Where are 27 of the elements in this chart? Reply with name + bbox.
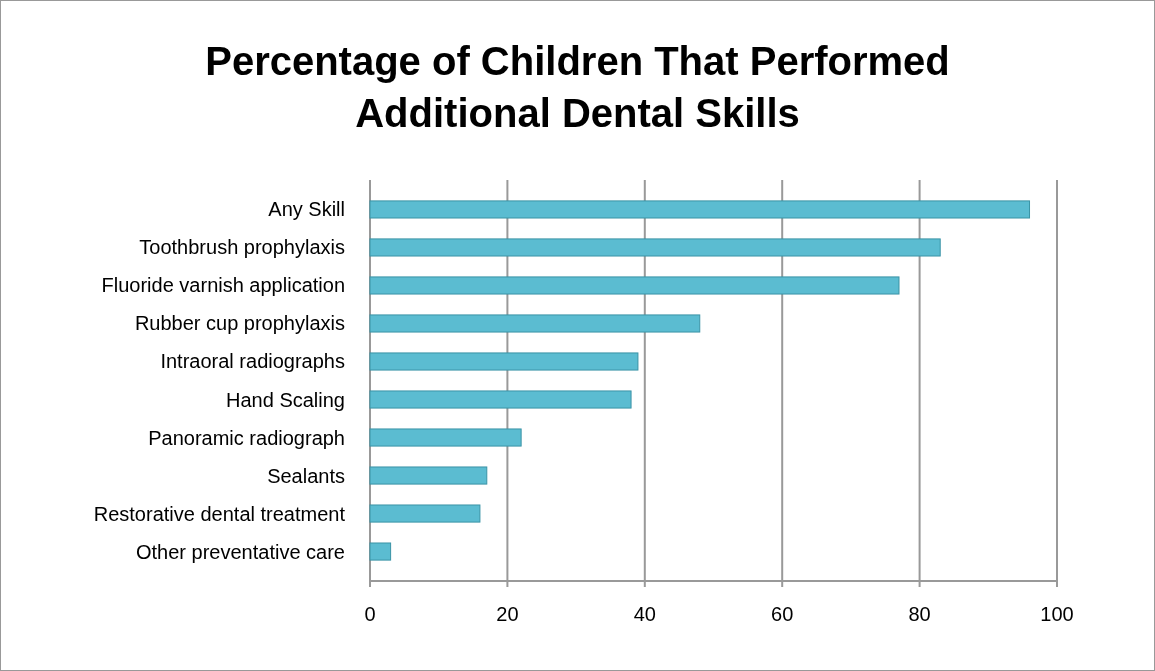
bar	[369, 466, 488, 485]
x-tick-label: 100	[1040, 603, 1074, 625]
y-tick-label: Intraoral radiographs	[160, 350, 345, 373]
bar	[369, 200, 1031, 219]
bar	[369, 428, 522, 447]
y-tick-label: Panoramic radiograph	[148, 426, 345, 449]
x-tick-label: 80	[908, 603, 931, 625]
x-tick-label: 20	[496, 603, 519, 625]
y-tick-label: Hand Scaling	[226, 388, 345, 411]
chart-title: Percentage of Children That Performed Additional Dental Skills	[205, 39, 950, 135]
bar	[369, 276, 900, 295]
y-tick-label: Rubber cup prophylaxis	[134, 312, 345, 335]
bar	[369, 542, 392, 561]
y-tick-label: Fluoride varnish application	[101, 274, 345, 297]
y-tick-label: Sealants	[267, 464, 345, 487]
y-tick-label: Toothbrush prophylaxis	[139, 236, 345, 259]
bar	[369, 390, 632, 409]
x-tick-label: 60	[771, 603, 794, 625]
y-tick-label: Any Skill	[268, 198, 345, 221]
x-tick-label: 0	[364, 603, 376, 625]
y-tick-label: Restorative dental treatment	[93, 502, 346, 525]
bar	[369, 238, 941, 257]
bar	[369, 504, 481, 523]
bar	[369, 352, 639, 371]
y-tick-label: Other preventative care	[136, 540, 345, 563]
x-tick-label: 40	[633, 603, 656, 625]
bar	[369, 314, 701, 333]
